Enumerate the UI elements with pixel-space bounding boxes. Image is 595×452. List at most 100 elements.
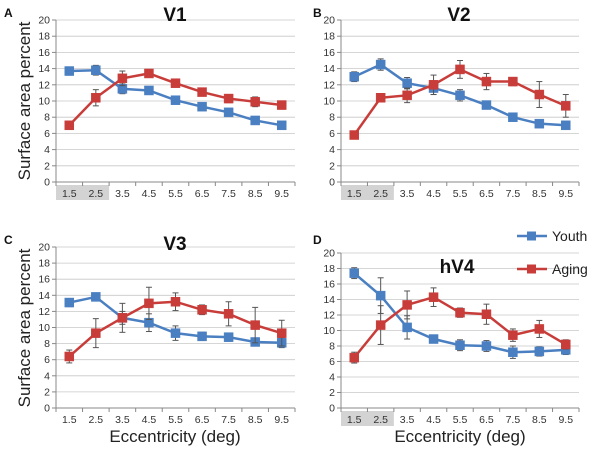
x-tick-label: 7.5 <box>221 188 236 200</box>
aging-point <box>402 90 412 101</box>
x-tick-label: 9.5 <box>274 188 289 200</box>
series-line-aging <box>353 68 567 136</box>
youth-point <box>534 118 545 129</box>
series-youth <box>349 267 571 359</box>
y-tick-label: 8 <box>44 112 50 124</box>
youth-point <box>428 334 439 344</box>
y-tick-label: 8 <box>329 341 335 353</box>
x-tick-label: 5.5 <box>453 188 468 200</box>
y-tick-label: 18 <box>38 31 50 43</box>
x-tick-label: 8.5 <box>248 188 263 200</box>
y-tick-label: 6 <box>329 128 335 140</box>
youth-point <box>375 290 386 301</box>
x-tick-label: 9.5 <box>274 414 289 426</box>
x-tick-label: 3.5 <box>400 414 415 426</box>
y-tick-label: 10 <box>38 322 50 334</box>
x-tick-label: 7.5 <box>506 414 521 426</box>
aging-point <box>117 73 128 84</box>
aging-point <box>534 324 545 334</box>
chart-title: V3 <box>163 234 186 255</box>
x-tick-label: 5.5 <box>168 414 183 426</box>
x-tick-label: 6.5 <box>479 188 494 200</box>
y-tick-label: 14 <box>38 63 50 75</box>
x-tick-highlight <box>341 185 394 200</box>
y-tick-label: 6 <box>44 128 50 140</box>
youth-point <box>144 85 154 96</box>
x-tick-label: 6.5 <box>195 414 210 426</box>
chart-title: V1 <box>163 5 187 26</box>
aging-point <box>64 120 75 131</box>
panel-letter: D <box>313 233 322 247</box>
x-tick-label: 7.5 <box>506 188 521 200</box>
aging-point <box>91 328 101 338</box>
y-tick-label: 14 <box>323 294 335 306</box>
x-tick-label: 8.5 <box>248 414 263 426</box>
aging-point <box>455 64 465 75</box>
x-tick-label: 6.5 <box>479 414 494 426</box>
y-tick-label: 2 <box>329 387 335 399</box>
x-tick-highlight <box>56 185 110 200</box>
aging-point <box>223 93 234 104</box>
chart-title: hV4 <box>440 257 475 278</box>
panel-letter: C <box>4 233 13 247</box>
x-tick-label: 2.5 <box>373 414 388 426</box>
youth-point <box>481 341 492 351</box>
x-tick-label: 3.5 <box>400 188 415 200</box>
y-tick-label: 4 <box>329 372 335 384</box>
aging-point <box>481 309 492 319</box>
x-tick-label: 2.5 <box>89 188 104 200</box>
series-aging <box>349 60 571 140</box>
aging-point <box>481 76 492 87</box>
aging-point <box>144 68 154 79</box>
aging-point <box>349 352 359 363</box>
y-tick-label: 0 <box>329 403 335 415</box>
legend-item-aging: Aging <box>517 261 588 277</box>
y-tick-label: 2 <box>44 160 50 172</box>
aging-point <box>428 292 439 302</box>
y-tick-label: 12 <box>323 79 335 91</box>
x-axis-title: Eccentricity (deg) <box>394 427 525 446</box>
panel-b: 0 2 4 6 8 10 12 14 16 18 20 1.5 2.5 3.5 4.5 5.5 6.5 7.5 8.… <box>313 5 580 200</box>
x-tick-label: 5.5 <box>453 414 468 426</box>
aging-point <box>349 130 359 140</box>
aging-point <box>534 89 545 100</box>
x-tick-label: 7.5 <box>221 414 236 426</box>
aging-point <box>144 298 154 309</box>
y-tick-label: 0 <box>44 403 50 415</box>
youth-point <box>64 66 75 76</box>
panel-letter: A <box>4 6 13 20</box>
aging-point <box>402 300 412 310</box>
x-tick-label: 6.5 <box>195 188 210 200</box>
aging-point <box>508 76 518 87</box>
y-tick-label: 0 <box>329 177 335 189</box>
x-tick-label: 3.5 <box>115 188 130 200</box>
y-axis-title: Surface area percent <box>15 21 34 180</box>
youth-point <box>276 120 287 131</box>
youth-point <box>402 78 412 88</box>
aging-point <box>197 305 207 315</box>
x-tick-label: 4.5 <box>142 414 157 426</box>
y-tick-label: 16 <box>38 274 50 286</box>
youth-point <box>64 297 75 308</box>
y-tick-label: 18 <box>323 31 335 43</box>
aging-point <box>250 320 260 330</box>
y-tick-label: 16 <box>323 279 335 291</box>
y-tick-label: 4 <box>44 370 50 382</box>
y-tick-label: 10 <box>38 96 50 108</box>
panel-letter: B <box>313 6 322 20</box>
aging-point <box>428 80 439 90</box>
youth-point <box>170 328 181 338</box>
legend-label-aging: Aging <box>552 261 588 277</box>
youth-point <box>561 120 571 131</box>
y-tick-label: 14 <box>38 290 50 302</box>
youth-point <box>508 112 518 122</box>
x-tick-label: 3.5 <box>115 414 130 426</box>
y-tick-label: 10 <box>323 325 335 337</box>
x-tick-label: 1.5 <box>62 414 77 426</box>
y-tick-label: 2 <box>44 386 50 398</box>
y-tick-label: 8 <box>329 112 335 124</box>
y-tick-label: 8 <box>44 338 50 350</box>
aging-point <box>170 296 181 307</box>
y-tick-label: 10 <box>323 96 335 108</box>
legend: Youth Aging <box>517 228 588 277</box>
